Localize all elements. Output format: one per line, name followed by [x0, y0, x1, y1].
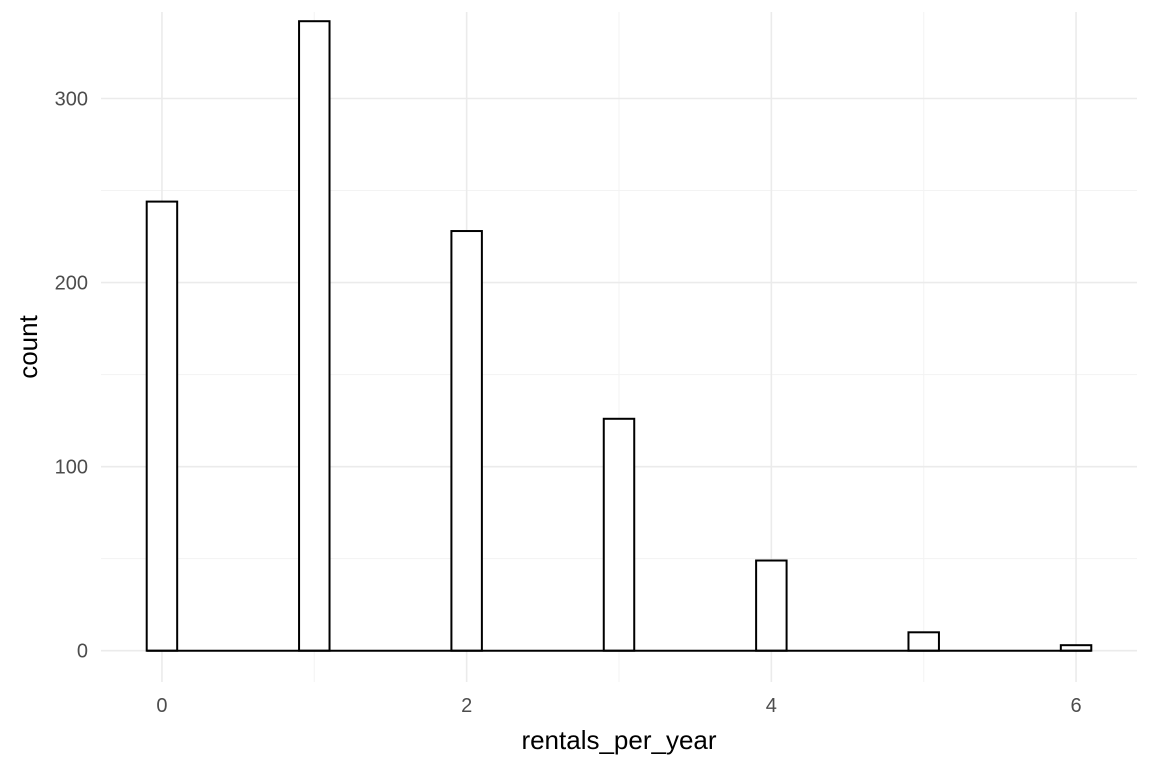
tick-labels: 0 2 4 6 0 100 200 300: [55, 89, 1082, 717]
histogram-bar: [298, 20, 331, 652]
histogram-bar: [145, 200, 179, 652]
y-tick-label: 200: [55, 273, 88, 295]
histogram-bar: [907, 631, 940, 652]
y-tick-label: 100: [55, 457, 88, 479]
histogram-bar: [450, 230, 483, 652]
x-tick-label: 2: [461, 695, 472, 717]
bars: [145, 20, 1093, 652]
x-tick-label: 4: [766, 695, 777, 717]
y-tick-label: 300: [55, 89, 88, 111]
y-tick-label: 0: [77, 641, 88, 663]
x-tick-label: 6: [1070, 695, 1081, 717]
histogram-bar: [755, 559, 788, 652]
y-axis-title: count: [13, 314, 43, 378]
histogram-bar: [602, 417, 636, 652]
x-axis-title: rentals_per_year: [521, 725, 716, 755]
x-tick-label: 0: [156, 695, 167, 717]
